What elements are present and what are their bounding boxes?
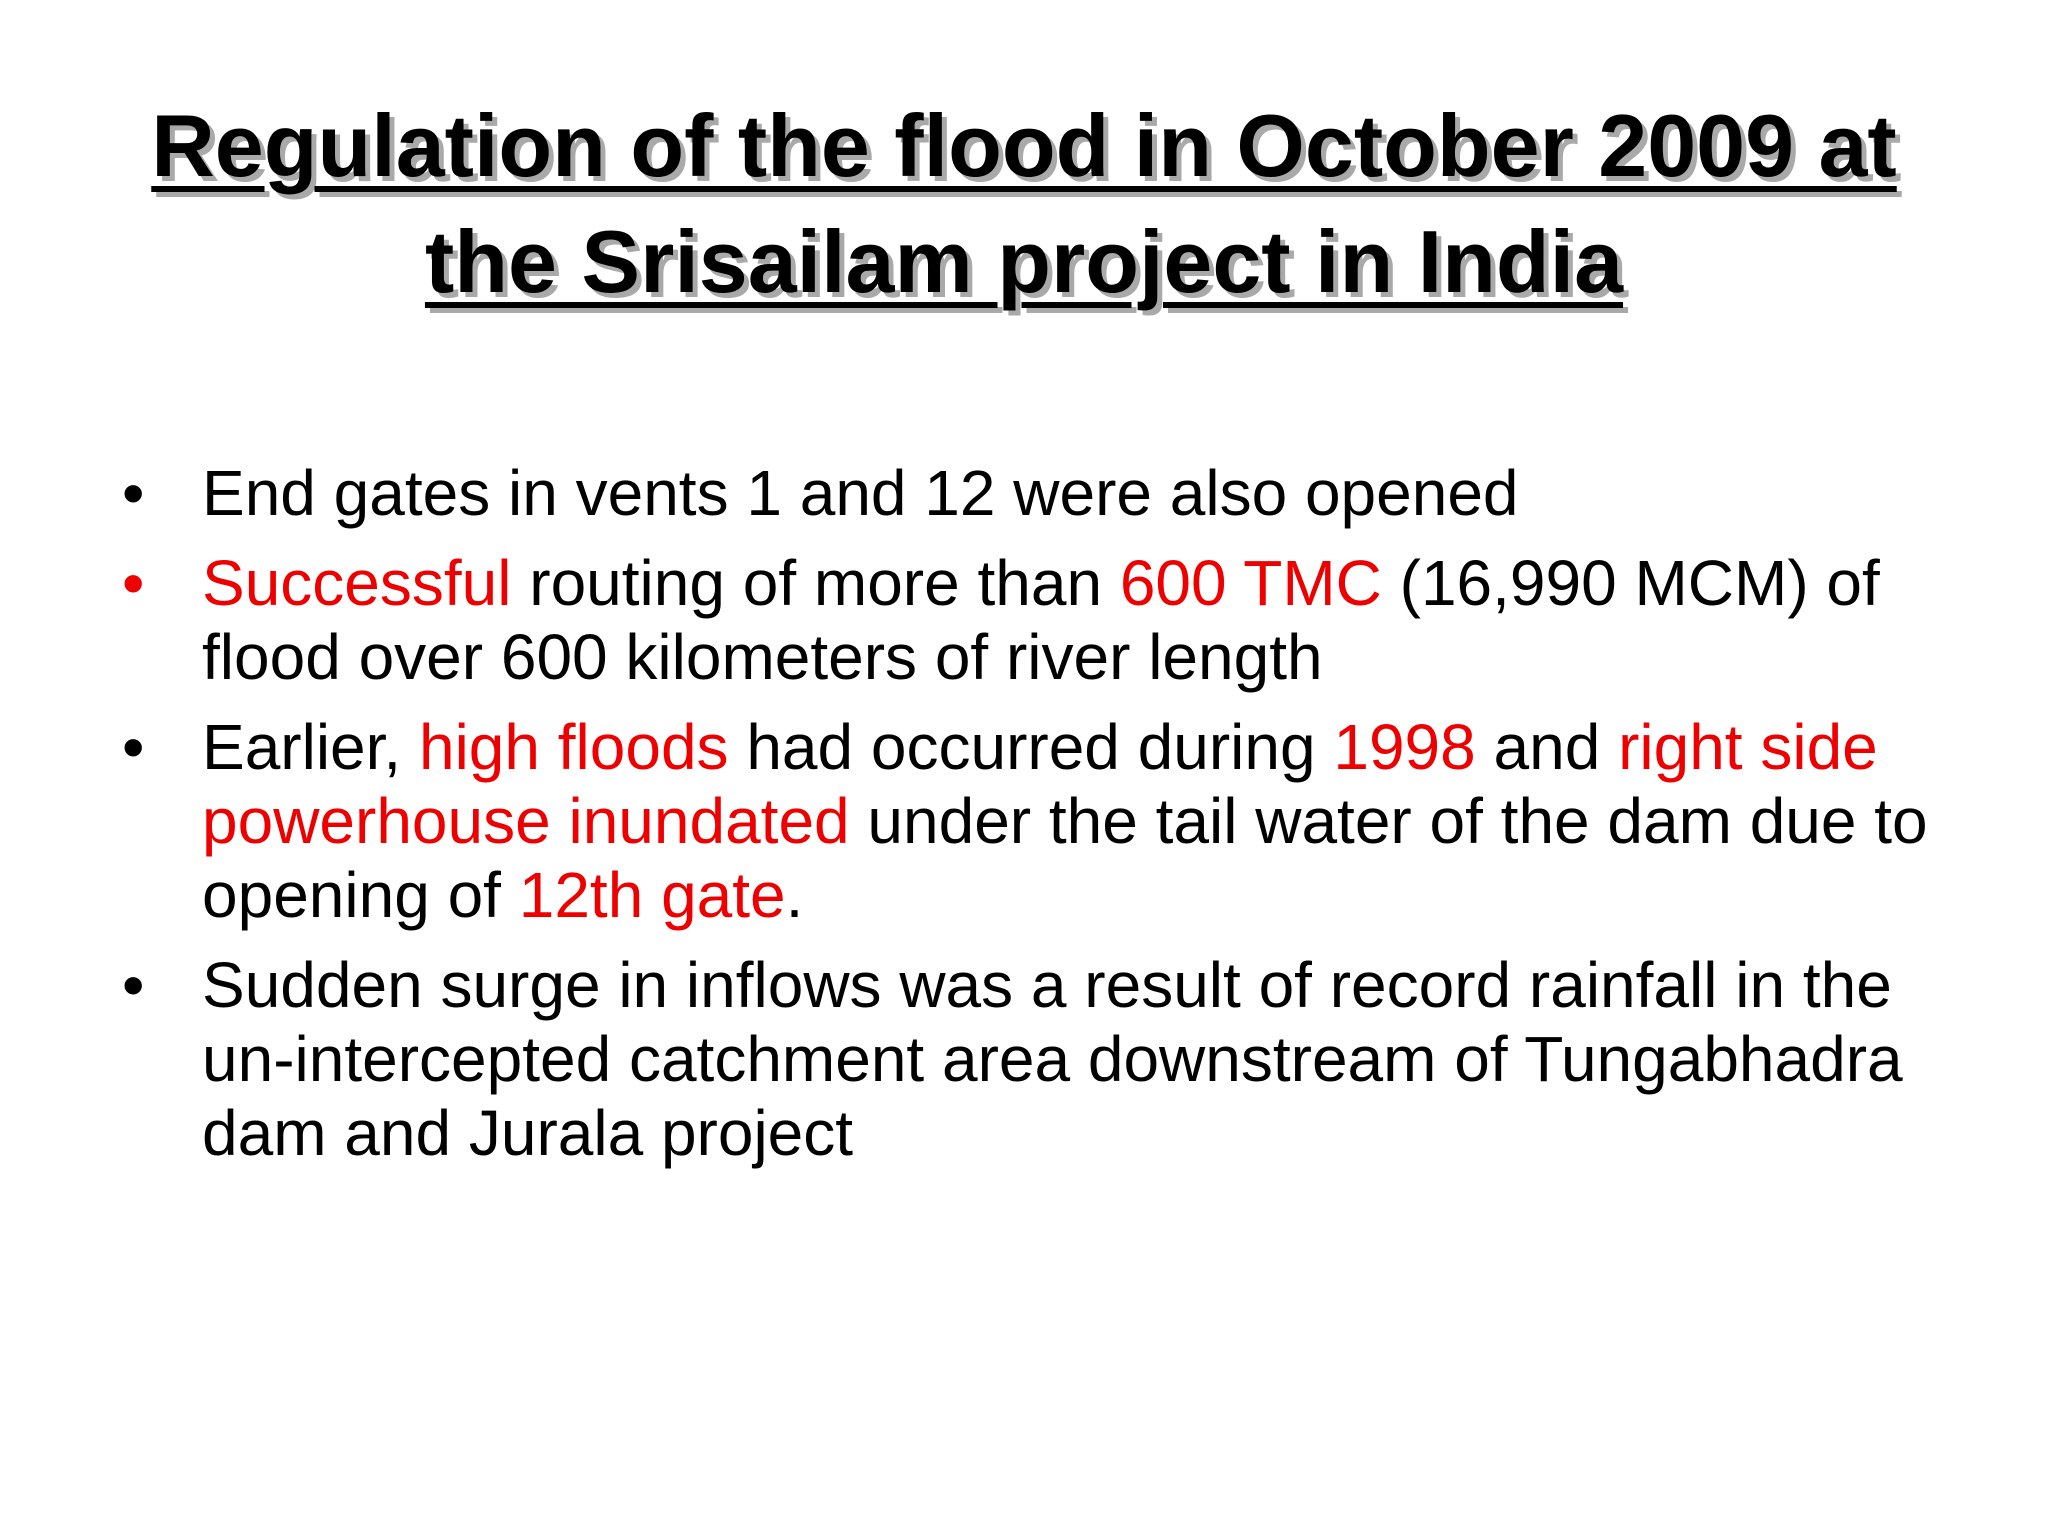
bullet-text-segment: under the tail water of the dam due to o…	[202, 785, 1928, 931]
bullet-item: • Earlier, high floods had occurred duri…	[122, 710, 1952, 932]
bullet-item: • Successful routing of more than 600 TM…	[122, 546, 1952, 694]
bullet-text-segment: (16,990 MCM) of flood over 600 kilometer…	[202, 547, 1880, 693]
slide-title-line-2: the Srisailam project in India	[424, 212, 1624, 311]
bullet-text-segment: End gates in vents 1 and 12 were also op…	[202, 457, 1519, 529]
slide-title: Regulation of the flood in October 2009 …	[100, 88, 1948, 320]
bullet-text-segment: and	[1475, 711, 1619, 783]
highlighted-text: 1998	[1333, 711, 1476, 783]
bullet-item: • Sudden surge in inflows was a result o…	[122, 948, 1952, 1170]
bullet-text-segment: .	[785, 859, 804, 931]
highlighted-text: Successful	[202, 547, 512, 619]
highlighted-text: high floods	[418, 711, 729, 783]
slide-title-line-1: Regulation of the flood in October 2009 …	[151, 96, 1897, 195]
bullet-marker: •	[122, 949, 145, 1021]
bullet-marker: •	[122, 547, 145, 619]
bullet-list: • End gates in vents 1 and 12 were also …	[122, 456, 1952, 1186]
bullet-item: • End gates in vents 1 and 12 were also …	[122, 456, 1952, 530]
bullet-text-segment: had occurred during	[728, 711, 1334, 783]
bullet-marker: •	[122, 457, 145, 529]
highlighted-text: 600 TMC	[1119, 547, 1382, 619]
bullet-text-segment: Sudden surge in inflows was a result of …	[202, 949, 1903, 1169]
bullet-text-segment: Earlier,	[202, 711, 419, 783]
bullet-marker: •	[122, 711, 145, 783]
highlighted-text: 12th gate	[518, 859, 786, 931]
bullet-text-segment: routing of more than	[511, 547, 1120, 619]
highlighted-text: right side powerhouse inundated	[202, 711, 1878, 857]
